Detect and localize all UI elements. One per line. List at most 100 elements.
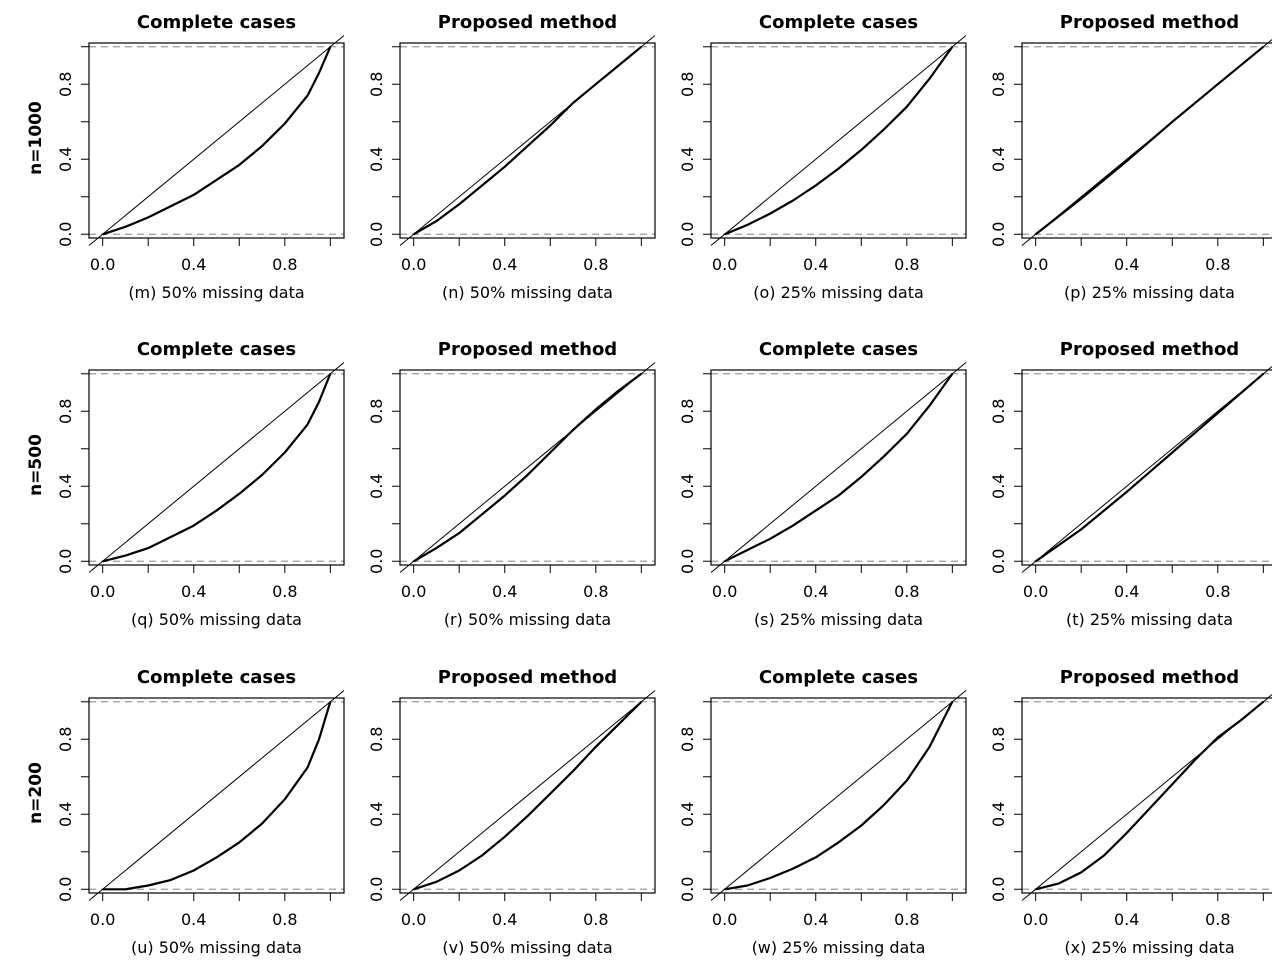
panel-caption: (u) 50% missing data <box>131 938 302 957</box>
panel-title: Proposed method <box>438 12 617 33</box>
data-series-line <box>724 701 954 891</box>
y-tick-label: 0.4 <box>989 147 1008 172</box>
panel-6: Proposed method 0.0 0.4 0.8 0.0 0.4 0.8 (r) 50%… <box>367 339 656 629</box>
x-tick-label: 0.8 <box>583 255 608 274</box>
x-axis: 0.0 0.4 0.8 <box>90 238 331 274</box>
x-tick-label: 0.4 <box>1114 255 1139 274</box>
y-tick-label: 0.0 <box>989 549 1008 574</box>
data-series-line <box>1035 45 1264 236</box>
x-tick-label: 0.0 <box>401 255 426 274</box>
panels: Complete cases 0.0 0.4 0.8 0.0 0.4 0.8 (m) 50% … <box>56 12 1272 957</box>
row-label-n200: n=200 <box>26 762 46 824</box>
y-tick-label: 0.8 <box>56 72 75 97</box>
x-tick-label: 0.8 <box>272 582 297 601</box>
panel-title: Complete cases <box>137 12 296 33</box>
x-axis: 0.0 0.4 0.8 <box>401 565 642 601</box>
x-axis: 0.0 0.4 0.8 <box>401 238 642 274</box>
x-tick-label: 0.4 <box>492 582 517 601</box>
panel-title: Complete cases <box>137 667 296 688</box>
panel-2: Proposed method 0.0 0.4 0.8 0.0 0.4 0.8 (n) 50%… <box>367 12 656 302</box>
x-tick-label: 0.8 <box>1205 582 1230 601</box>
panel-10: Proposed method 0.0 0.4 0.8 0.0 0.4 0.8 (v) 50%… <box>367 667 656 957</box>
panel-title: Proposed method <box>1060 339 1239 360</box>
x-tick-label: 0.8 <box>583 910 608 929</box>
panel-caption: (s) 25% missing data <box>754 610 923 629</box>
plot-frame <box>1021 42 1272 239</box>
y-axis: 0.0 0.4 0.8 <box>989 373 1022 574</box>
x-tick-label: 0.8 <box>894 255 919 274</box>
x-tick-label: 0.4 <box>1114 582 1139 601</box>
row-label-n500: n=500 <box>26 434 46 496</box>
x-axis: 0.0 0.4 0.8 <box>1023 893 1264 929</box>
data-series-line <box>413 701 643 891</box>
x-tick-label: 0.0 <box>1023 255 1048 274</box>
x-axis: 0.0 0.4 0.8 <box>712 565 953 601</box>
diagonal-reference-line <box>1021 693 1272 901</box>
panel-4: Proposed method 0.0 0.4 0.8 0.0 0.4 0.8 (p) 25%… <box>989 12 1272 302</box>
diagonal-reference-line <box>710 362 967 573</box>
y-tick-label: 0.4 <box>989 802 1008 827</box>
data-series-line <box>724 46 954 236</box>
x-tick-label: 0.0 <box>712 910 737 929</box>
y-tick-label: 0.8 <box>678 72 697 97</box>
plot-frame <box>399 42 656 239</box>
data-series-line <box>102 373 332 563</box>
y-axis: 0.0 0.4 0.8 <box>367 701 400 902</box>
y-tick-label: 0.4 <box>989 474 1008 499</box>
y-tick-label: 0.8 <box>989 727 1008 752</box>
plot-frame <box>399 697 656 894</box>
x-tick-label: 0.4 <box>803 910 828 929</box>
x-tick-label: 0.4 <box>803 255 828 274</box>
diagonal-reference-line <box>1021 38 1272 246</box>
panel-9: Complete cases 0.0 0.4 0.8 0.0 0.4 0.8 (u) 50% … <box>56 667 345 957</box>
panel-title: Complete cases <box>759 339 918 360</box>
plot-frame <box>88 697 345 894</box>
plot-frame <box>710 369 967 566</box>
panel-title: Proposed method <box>1060 667 1239 688</box>
y-tick-label: 0.4 <box>678 802 697 827</box>
data-series-line <box>413 45 642 236</box>
y-axis: 0.0 0.4 0.8 <box>56 701 89 902</box>
panel-12: Proposed method 0.0 0.4 0.8 0.0 0.4 0.8 (x) 25%… <box>989 667 1272 957</box>
y-tick-label: 0.8 <box>56 399 75 424</box>
y-axis: 0.0 0.4 0.8 <box>56 46 89 247</box>
x-tick-label: 0.8 <box>894 910 919 929</box>
y-tick-label: 0.8 <box>989 399 1008 424</box>
x-tick-label: 0.4 <box>1114 910 1139 929</box>
diagonal-reference-line <box>88 35 345 246</box>
y-tick-label: 0.0 <box>678 877 697 902</box>
x-axis: 0.0 0.4 0.8 <box>1023 238 1264 274</box>
x-axis: 0.0 0.4 0.8 <box>1023 565 1264 601</box>
panel-title: Proposed method <box>438 667 617 688</box>
panel-caption: (v) 50% missing data <box>442 938 612 957</box>
y-axis: 0.0 0.4 0.8 <box>989 46 1022 247</box>
x-tick-label: 0.4 <box>181 255 206 274</box>
panel-caption: (o) 25% missing data <box>753 283 924 302</box>
panel-3: Complete cases 0.0 0.4 0.8 0.0 0.4 0.8 (o) 25% … <box>678 12 967 302</box>
plot-frame <box>710 697 967 894</box>
y-axis: 0.0 0.4 0.8 <box>678 701 711 902</box>
data-series-line <box>1035 372 1265 563</box>
diagonal-reference-line <box>399 690 656 901</box>
panel-8: Proposed method 0.0 0.4 0.8 0.0 0.4 0.8 (t) 25%… <box>989 339 1272 629</box>
y-tick-label: 0.0 <box>56 549 75 574</box>
x-tick-label: 0.4 <box>181 582 206 601</box>
y-tick-label: 0.8 <box>367 399 386 424</box>
y-tick-label: 0.0 <box>367 549 386 574</box>
x-tick-label: 0.0 <box>1023 582 1048 601</box>
x-axis: 0.0 0.4 0.8 <box>712 893 953 929</box>
data-series-line <box>102 46 332 236</box>
data-series-line <box>724 373 954 563</box>
diagonal-reference-line <box>1021 365 1272 573</box>
y-tick-label: 0.4 <box>678 147 697 172</box>
x-tick-label: 0.4 <box>492 255 517 274</box>
y-tick-label: 0.8 <box>678 727 697 752</box>
diagonal-reference-line <box>88 690 345 901</box>
panel-11: Complete cases 0.0 0.4 0.8 0.0 0.4 0.8 (w) 25% … <box>678 667 967 957</box>
y-tick-label: 0.0 <box>678 222 697 247</box>
x-tick-label: 0.4 <box>492 910 517 929</box>
panel-caption: (n) 50% missing data <box>442 283 613 302</box>
diagonal-reference-line <box>710 35 967 246</box>
panel-title: Complete cases <box>137 339 296 360</box>
